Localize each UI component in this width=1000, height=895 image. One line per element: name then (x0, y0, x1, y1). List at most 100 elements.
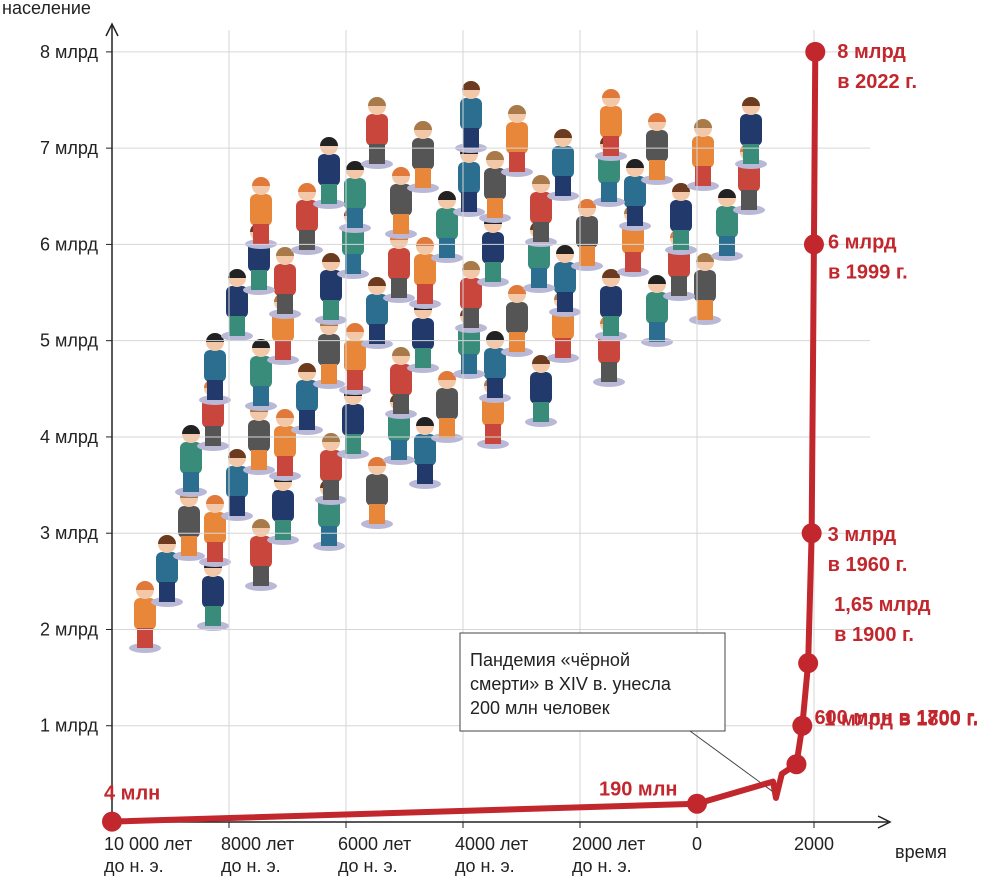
figure-body (342, 404, 364, 436)
x-axis-label: время (895, 842, 947, 862)
figure-hair (556, 245, 574, 254)
figure-body (484, 348, 506, 380)
figure-legs (555, 338, 571, 358)
figure-legs (417, 284, 433, 304)
figure-hair (228, 449, 246, 458)
figure-hair (486, 151, 504, 160)
figure-hair (718, 189, 736, 198)
figure-hair (206, 495, 224, 504)
point-marker (786, 754, 807, 775)
figure-body (458, 162, 480, 194)
figure-legs (627, 206, 643, 226)
figure-body (414, 254, 436, 286)
figure-legs (557, 292, 573, 312)
y-tick-label: 6 млрд (40, 234, 98, 254)
figure-body (414, 434, 436, 466)
figure-legs (391, 278, 407, 298)
figure-legs (485, 262, 501, 282)
figure-hair (276, 247, 294, 256)
figure-legs (277, 294, 293, 314)
figure-hair (438, 191, 456, 200)
figure-legs (321, 184, 337, 204)
figure-legs (463, 308, 479, 328)
x-tick-label: 6000 лет до н. э. (338, 834, 411, 876)
figure-hair (602, 269, 620, 278)
figure-hair (322, 433, 340, 442)
figure-legs (695, 166, 711, 186)
figure-legs (439, 238, 455, 258)
figure-legs (461, 192, 477, 212)
figure-legs (601, 362, 617, 382)
figure-hair (742, 97, 760, 106)
figure-hair (462, 261, 480, 270)
y-tick-label: 8 млрд (40, 42, 98, 62)
figure-body (250, 194, 272, 226)
figure-legs (649, 322, 665, 342)
figure-body (436, 388, 458, 420)
figure-hair (276, 409, 294, 418)
figure-legs (183, 472, 199, 492)
figure-body (716, 206, 738, 238)
figure-body (344, 178, 366, 210)
figure-hair (696, 253, 714, 262)
figure-hair (648, 113, 666, 122)
figure-body (366, 474, 388, 506)
value-label: 4 млн (104, 783, 160, 805)
figure-legs (487, 198, 503, 218)
figure-body (296, 200, 318, 232)
figure-legs (347, 370, 363, 390)
figure-body (530, 372, 552, 404)
point-marker (798, 653, 819, 674)
figure-legs (741, 190, 757, 210)
figure-legs (323, 300, 339, 320)
figure-hair (532, 175, 550, 184)
figure-legs (369, 324, 385, 344)
figure-hair (648, 275, 666, 284)
y-tick-label: 1 млрд (40, 716, 98, 736)
figure-body (506, 302, 528, 334)
figure-legs (369, 144, 385, 164)
value-label: 190 млн (599, 779, 678, 801)
figure-body (318, 154, 340, 186)
figure-legs (275, 520, 291, 540)
figure-legs (229, 496, 245, 516)
figure-legs (253, 386, 269, 406)
value-label: 6 млрд в 1999 г. (828, 231, 908, 283)
figure-legs (393, 214, 409, 234)
figure-body (226, 466, 248, 498)
y-axis-arrow (105, 22, 119, 37)
figure-body (204, 350, 226, 382)
x-tick-label: 8000 лет до н. э. (221, 834, 294, 876)
figure-legs (439, 418, 455, 438)
figure-legs (253, 224, 269, 244)
figure-legs (181, 536, 197, 556)
value-label: 1,65 млрд в 1900 г. (834, 594, 931, 646)
figure-hair (252, 519, 270, 528)
figure-legs (251, 270, 267, 290)
figure-legs (369, 504, 385, 524)
figure-legs (697, 300, 713, 320)
figure-hair (416, 237, 434, 246)
figure-legs (415, 168, 431, 188)
figure-hair (462, 81, 480, 90)
figure-body (670, 200, 692, 232)
figure-hair (392, 167, 410, 176)
figure-body (692, 136, 714, 168)
figure-legs (205, 606, 221, 626)
crowd-illustration (129, 81, 767, 653)
figure-legs (649, 160, 665, 180)
point-marker (687, 793, 707, 814)
figure-legs (321, 364, 337, 384)
figure-legs (275, 340, 291, 360)
figure-hair (158, 535, 176, 544)
figure-legs (251, 450, 267, 470)
figure-body (412, 138, 434, 170)
figure-body (624, 176, 646, 208)
figure-body (250, 356, 272, 388)
figure-legs (159, 582, 175, 602)
figure-body (320, 450, 342, 482)
figure-legs (719, 236, 735, 256)
figure-legs (603, 316, 619, 336)
figure-legs (417, 464, 433, 484)
